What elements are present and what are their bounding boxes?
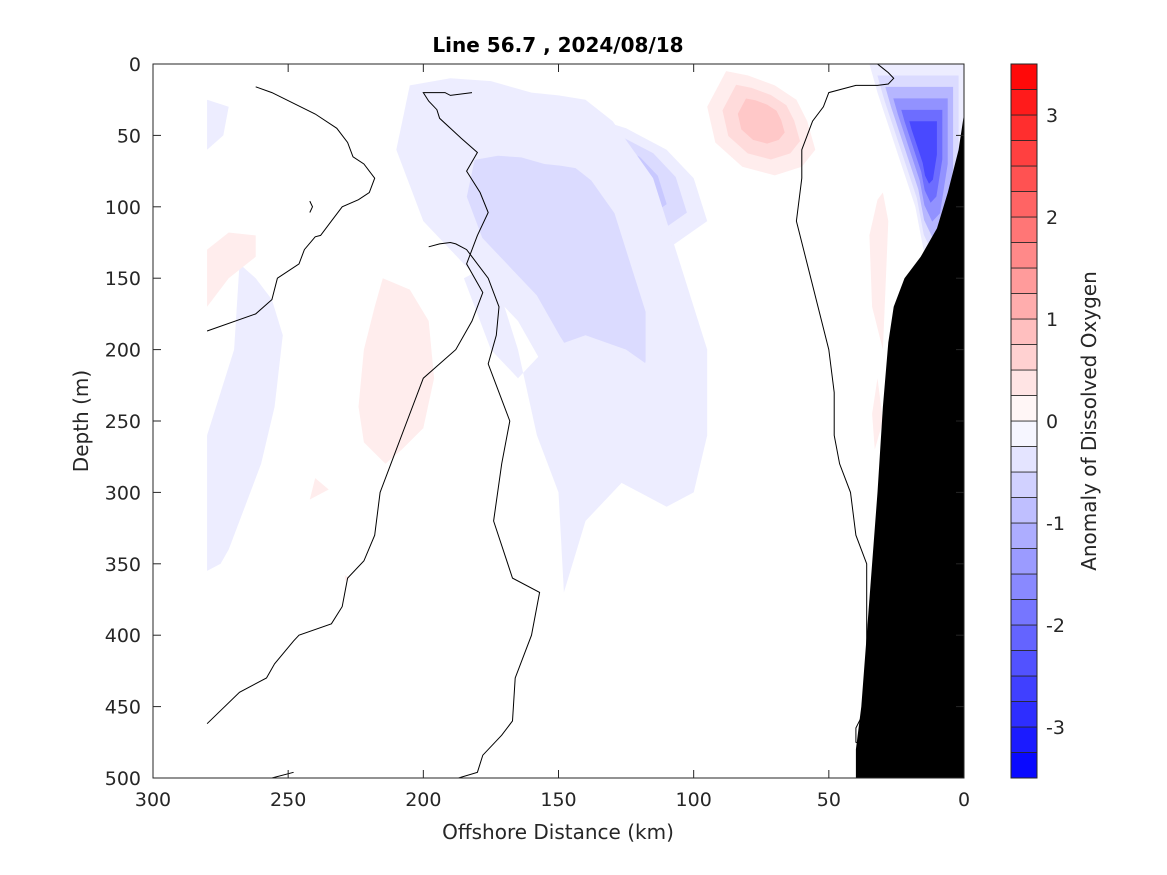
colorbar-swatch bbox=[1010, 63, 1038, 90]
colorbar-tick-label: -2 bbox=[1046, 615, 1065, 637]
colorbar-swatch bbox=[1010, 675, 1038, 702]
colorbar-swatch bbox=[1010, 242, 1038, 269]
zero-contour-line-2 bbox=[428, 241, 541, 778]
colorbar-swatch bbox=[1010, 624, 1038, 651]
colorbar-tick-label: 2 bbox=[1046, 207, 1058, 229]
colorbar-swatch bbox=[1010, 573, 1038, 600]
y-tick-label: 0 bbox=[129, 54, 141, 76]
positive-anomaly-region-6-level-2 bbox=[737, 98, 785, 144]
colorbar-swatch bbox=[1010, 318, 1038, 345]
colorbar-swatch bbox=[1010, 191, 1038, 218]
axes: 300 250 200 150 100 50 00501001502002503003504… bbox=[105, 54, 970, 811]
y-tick-label: 250 bbox=[105, 411, 141, 433]
colorbar-tick-label: -3 bbox=[1046, 717, 1065, 739]
colorbar-swatch bbox=[1010, 395, 1038, 422]
zero-contour-line-4 bbox=[271, 771, 294, 778]
x-tick-label: 100 bbox=[676, 789, 712, 811]
x-tick-label: 150 bbox=[540, 789, 576, 811]
colorbar-tick-label: 0 bbox=[1046, 411, 1058, 433]
colorbar-swatch bbox=[1010, 344, 1038, 371]
zero-contour-line-0 bbox=[206, 92, 489, 725]
colorbar-swatch bbox=[1010, 650, 1038, 677]
y-tick-label: 100 bbox=[105, 197, 141, 219]
colorbar-swatch bbox=[1010, 599, 1038, 626]
colorbar-tick-label: 1 bbox=[1046, 309, 1058, 331]
colorbar-swatch bbox=[1010, 140, 1038, 167]
land-mask bbox=[855, 114, 964, 778]
negative-anomaly-region-5-level-5 bbox=[909, 121, 937, 184]
colorbar-tick-label: -1 bbox=[1046, 513, 1065, 535]
positive-anomaly-region-8-level-0 bbox=[207, 232, 256, 307]
colorbar-swatch bbox=[1010, 420, 1038, 447]
y-tick-label: 400 bbox=[105, 625, 141, 647]
colorbar-swatch bbox=[1010, 726, 1038, 753]
colorbar-swatch bbox=[1010, 165, 1038, 192]
negative-anomaly-region-2-level-0 bbox=[463, 263, 681, 593]
y-tick-label: 450 bbox=[105, 697, 141, 719]
colorbar-swatch bbox=[1010, 701, 1038, 728]
colorbar-swatch bbox=[1010, 548, 1038, 575]
zero-contour-line-1 bbox=[206, 86, 376, 332]
negative-anomaly-region-3-level-0 bbox=[207, 263, 283, 571]
colorbar-tick-label: 3 bbox=[1046, 105, 1058, 127]
y-tick-label: 50 bbox=[117, 125, 141, 147]
y-tick-label: 200 bbox=[105, 340, 141, 362]
colorbar-label: Anomaly of Dissolved Oxygen bbox=[1077, 271, 1101, 571]
colorbar-swatch bbox=[1010, 752, 1038, 779]
colorbar-swatch bbox=[1010, 267, 1038, 294]
y-tick-label: 500 bbox=[105, 768, 141, 790]
x-axis-label: Offshore Distance (km) bbox=[442, 820, 674, 844]
colorbar-swatch bbox=[1010, 293, 1038, 320]
colorbar-swatch bbox=[1010, 89, 1038, 116]
y-axis-label: Depth (m) bbox=[69, 370, 93, 472]
colorbar-swatch bbox=[1010, 471, 1038, 498]
colorbar-frame bbox=[1010, 63, 1038, 779]
positive-anomaly-region-9-level-0 bbox=[869, 192, 889, 350]
positive-anomaly-region-11-level-0 bbox=[309, 478, 329, 500]
x-tick-label: 300 bbox=[135, 789, 171, 811]
colorbar-swatch bbox=[1010, 522, 1038, 549]
y-tick-label: 300 bbox=[105, 482, 141, 504]
x-tick-label: 200 bbox=[405, 789, 441, 811]
colorbar-swatch bbox=[1010, 369, 1038, 396]
negative-anomaly-region-4-level-0 bbox=[207, 99, 229, 150]
colorbar-swatch bbox=[1010, 114, 1038, 141]
x-tick-label: 250 bbox=[270, 789, 306, 811]
colorbar-swatch bbox=[1010, 216, 1038, 243]
x-tick-label: 0 bbox=[958, 789, 970, 811]
y-tick-label: 350 bbox=[105, 554, 141, 576]
negative-anomaly-region-1-level-1 bbox=[466, 155, 646, 403]
y-tick-label: 150 bbox=[105, 268, 141, 290]
zero-contour-line-3 bbox=[795, 64, 895, 750]
positive-anomaly-region-10-level-0 bbox=[872, 378, 883, 450]
chart-title: Line 56.7 , 2024/08/18 bbox=[432, 33, 683, 57]
x-tick-label: 50 bbox=[817, 789, 841, 811]
colorbar-swatch bbox=[1010, 497, 1038, 524]
zero-contours bbox=[206, 64, 895, 778]
colorbar: 3 2 1 0 -1 -2 -3 bbox=[1010, 63, 1065, 779]
plot-area bbox=[153, 64, 964, 778]
anomaly-field bbox=[207, 64, 964, 593]
positive-anomaly-region-7-level-0 bbox=[358, 278, 435, 464]
zero-contour-line-5 bbox=[309, 200, 314, 213]
colorbar-swatch bbox=[1010, 446, 1038, 473]
